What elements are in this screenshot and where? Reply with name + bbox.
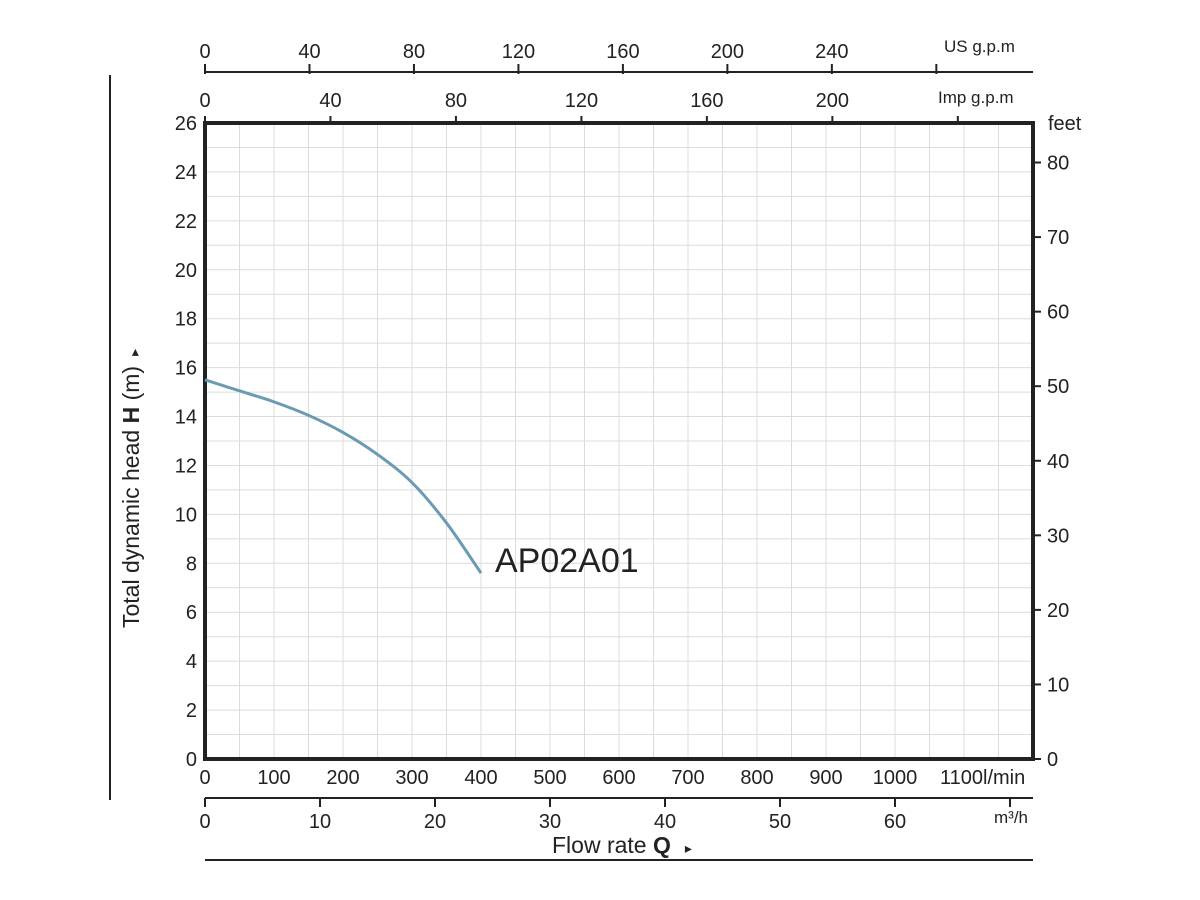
top-us-unit: US g.p.m [944, 37, 1015, 56]
x-tick-label: 900 [809, 767, 842, 789]
right-feet-axis: 0 10 20 30 40 50 60 70 80 [1033, 153, 1069, 771]
x-tick-label: 700 [671, 767, 704, 789]
feet-tick-label: 80 [1047, 153, 1069, 175]
m3h-tick-label: 40 [654, 811, 676, 833]
x-tick-label: 500 [533, 767, 566, 789]
us-gpm-tick-label: 80 [403, 41, 425, 63]
m3h-tick-label: 0 [199, 811, 210, 833]
y-tick-label: 26 [175, 113, 197, 135]
us-gpm-tick-label: 200 [711, 41, 744, 63]
bottom-lmin-axis: 0 100 200 300 400 500 600 700 800 900 1000 1100l/mi… [199, 767, 1025, 789]
m3h-tick-label: 50 [769, 811, 791, 833]
x-tick-label: 200 [326, 767, 359, 789]
imp-gpm-tick-label: 160 [690, 90, 723, 112]
imp-gpm-tick-label: 200 [816, 90, 849, 112]
series-line-AP02A01 [204, 378, 483, 574]
x-tick-label: 100 [257, 767, 290, 789]
imp-gpm-tick-label: 0 [199, 90, 210, 112]
m3h-unit: m³/h [994, 808, 1028, 827]
feet-tick-label: 20 [1047, 600, 1069, 622]
us-gpm-tick-label: 40 [298, 41, 320, 63]
y-tick-label: 16 [175, 358, 197, 380]
us-gpm-tick-label: 160 [606, 41, 639, 63]
imp-gpm-tick-label: 80 [445, 90, 467, 112]
x-tick-label: 0 [199, 767, 210, 789]
bottom-m3h-axis: 0 10 20 30 40 50 60 [199, 797, 1033, 833]
top-imp-gpm-axis: 0 40 80 120 160 200 [199, 90, 959, 124]
y-tick-label: 14 [175, 407, 197, 429]
feet-tick-label: 60 [1047, 302, 1069, 324]
us-gpm-tick-label: 0 [199, 41, 210, 63]
y-tick-label: 24 [175, 162, 197, 184]
m3h-tick-label: 60 [884, 811, 906, 833]
x-tick-label: 400 [464, 767, 497, 789]
y-axis-title: Total dynamic head H (m)▸ [118, 349, 144, 628]
y-tick-label: 4 [186, 651, 197, 673]
x-tick-label: 300 [395, 767, 428, 789]
x-axis-title: Flow rate Q ▸ [552, 832, 692, 858]
series-label: AP02A01 [495, 542, 639, 580]
imp-gpm-tick-label: 120 [565, 90, 598, 112]
grid [204, 122, 1034, 760]
y-tick-label: 8 [186, 553, 197, 575]
x-tick-label: 600 [602, 767, 635, 789]
feet-tick-label: 30 [1047, 525, 1069, 547]
us-gpm-tick-label: 240 [815, 41, 848, 63]
top-imp-unit: Imp g.p.m [938, 88, 1014, 107]
y-tick-label: 2 [186, 700, 197, 722]
y-tick-label: 20 [175, 260, 197, 282]
feet-tick-label: 50 [1047, 376, 1069, 398]
y-tick-label: 0 [186, 749, 197, 771]
x-tick-label: 1000 [873, 767, 918, 789]
m3h-tick-label: 30 [539, 811, 561, 833]
y-tick-label: 12 [175, 455, 197, 477]
m3h-tick-label: 20 [424, 811, 446, 833]
x-tick-label: 800 [740, 767, 773, 789]
y-tick-label: 10 [175, 504, 197, 526]
y-tick-label: 6 [186, 602, 197, 624]
feet-tick-label: 0 [1047, 749, 1058, 771]
y-tick-label: 18 [175, 309, 197, 331]
x-tick-label: 1100l/min [940, 767, 1025, 789]
y-tick-label: 22 [175, 211, 197, 233]
feet-tick-label: 70 [1047, 227, 1069, 249]
plot-frame [203, 121, 1035, 761]
us-gpm-tick-label: 120 [502, 41, 535, 63]
feet-tick-label: 40 [1047, 451, 1069, 473]
imp-gpm-tick-label: 40 [319, 90, 341, 112]
series: AP02A01 [204, 378, 639, 580]
m3h-tick-label: 10 [309, 811, 331, 833]
top-us-gpm-axis: 0 40 80 120 160 200 240 [199, 41, 1033, 74]
feet-tick-label: 10 [1047, 674, 1069, 696]
right-axis-unit: feet [1048, 113, 1082, 135]
